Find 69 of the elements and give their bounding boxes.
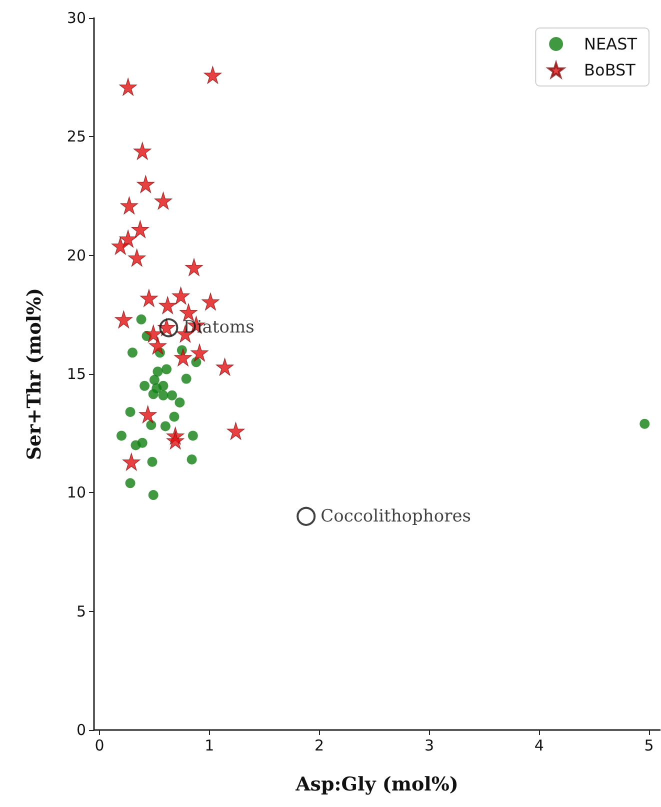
x-axis-title: Asp:Gly (mol%) [294, 774, 458, 796]
point [120, 196, 138, 214]
point [136, 314, 146, 324]
y-tick-label: 10 [66, 484, 86, 502]
point [125, 406, 136, 417]
y-axis-title: Ser+Thr (mol%) [24, 288, 46, 460]
x-tick-label: 4 [534, 736, 544, 754]
point [131, 220, 149, 238]
point [174, 397, 185, 408]
point [149, 374, 160, 385]
point [146, 420, 156, 430]
point [186, 454, 197, 464]
y-tick-label: 20 [66, 246, 86, 264]
point [119, 78, 137, 96]
annotation: Coccolithophores [320, 506, 472, 526]
point [154, 192, 172, 210]
point [172, 286, 190, 304]
point [174, 348, 192, 366]
point [158, 318, 176, 336]
point [188, 430, 198, 441]
point [130, 440, 141, 450]
point [148, 490, 158, 500]
y-tick-label: 0 [76, 721, 86, 739]
point [169, 412, 180, 422]
point [160, 421, 170, 432]
point [202, 292, 220, 310]
point [148, 389, 158, 400]
point [167, 390, 178, 400]
point [640, 418, 650, 429]
point [127, 348, 138, 358]
point [226, 422, 245, 440]
point [140, 380, 150, 391]
legend-label: NEAST [584, 34, 638, 54]
x-tick-label: 0 [94, 736, 104, 754]
point [148, 336, 167, 354]
point [158, 296, 176, 314]
x-tick-label: 3 [424, 736, 434, 754]
y-tick-label: 30 [66, 9, 86, 27]
point [204, 66, 222, 84]
point [158, 390, 168, 400]
point [119, 230, 137, 248]
point [112, 237, 130, 255]
point [140, 289, 158, 307]
y-tick-label: 5 [76, 602, 86, 620]
point [190, 344, 208, 362]
x-tick-label: 2 [314, 736, 324, 754]
point [216, 358, 234, 376]
point [134, 142, 152, 160]
point [180, 303, 198, 322]
y-tick-label: 15 [66, 365, 86, 383]
point [116, 430, 126, 441]
point [122, 453, 140, 471]
point [128, 248, 146, 267]
x-tick-label: 5 [644, 736, 654, 754]
y-tick-label: 25 [66, 128, 86, 146]
point [162, 364, 172, 374]
point [166, 432, 184, 450]
point [144, 324, 162, 342]
point [185, 258, 203, 276]
point [139, 406, 157, 424]
point [136, 175, 154, 193]
x-tick-label: 1 [204, 736, 214, 754]
point [181, 374, 192, 384]
point [158, 380, 168, 391]
point [152, 366, 163, 377]
point [147, 456, 158, 467]
legend-label: BoBST [584, 60, 636, 80]
point [114, 310, 132, 328]
point [125, 478, 136, 488]
